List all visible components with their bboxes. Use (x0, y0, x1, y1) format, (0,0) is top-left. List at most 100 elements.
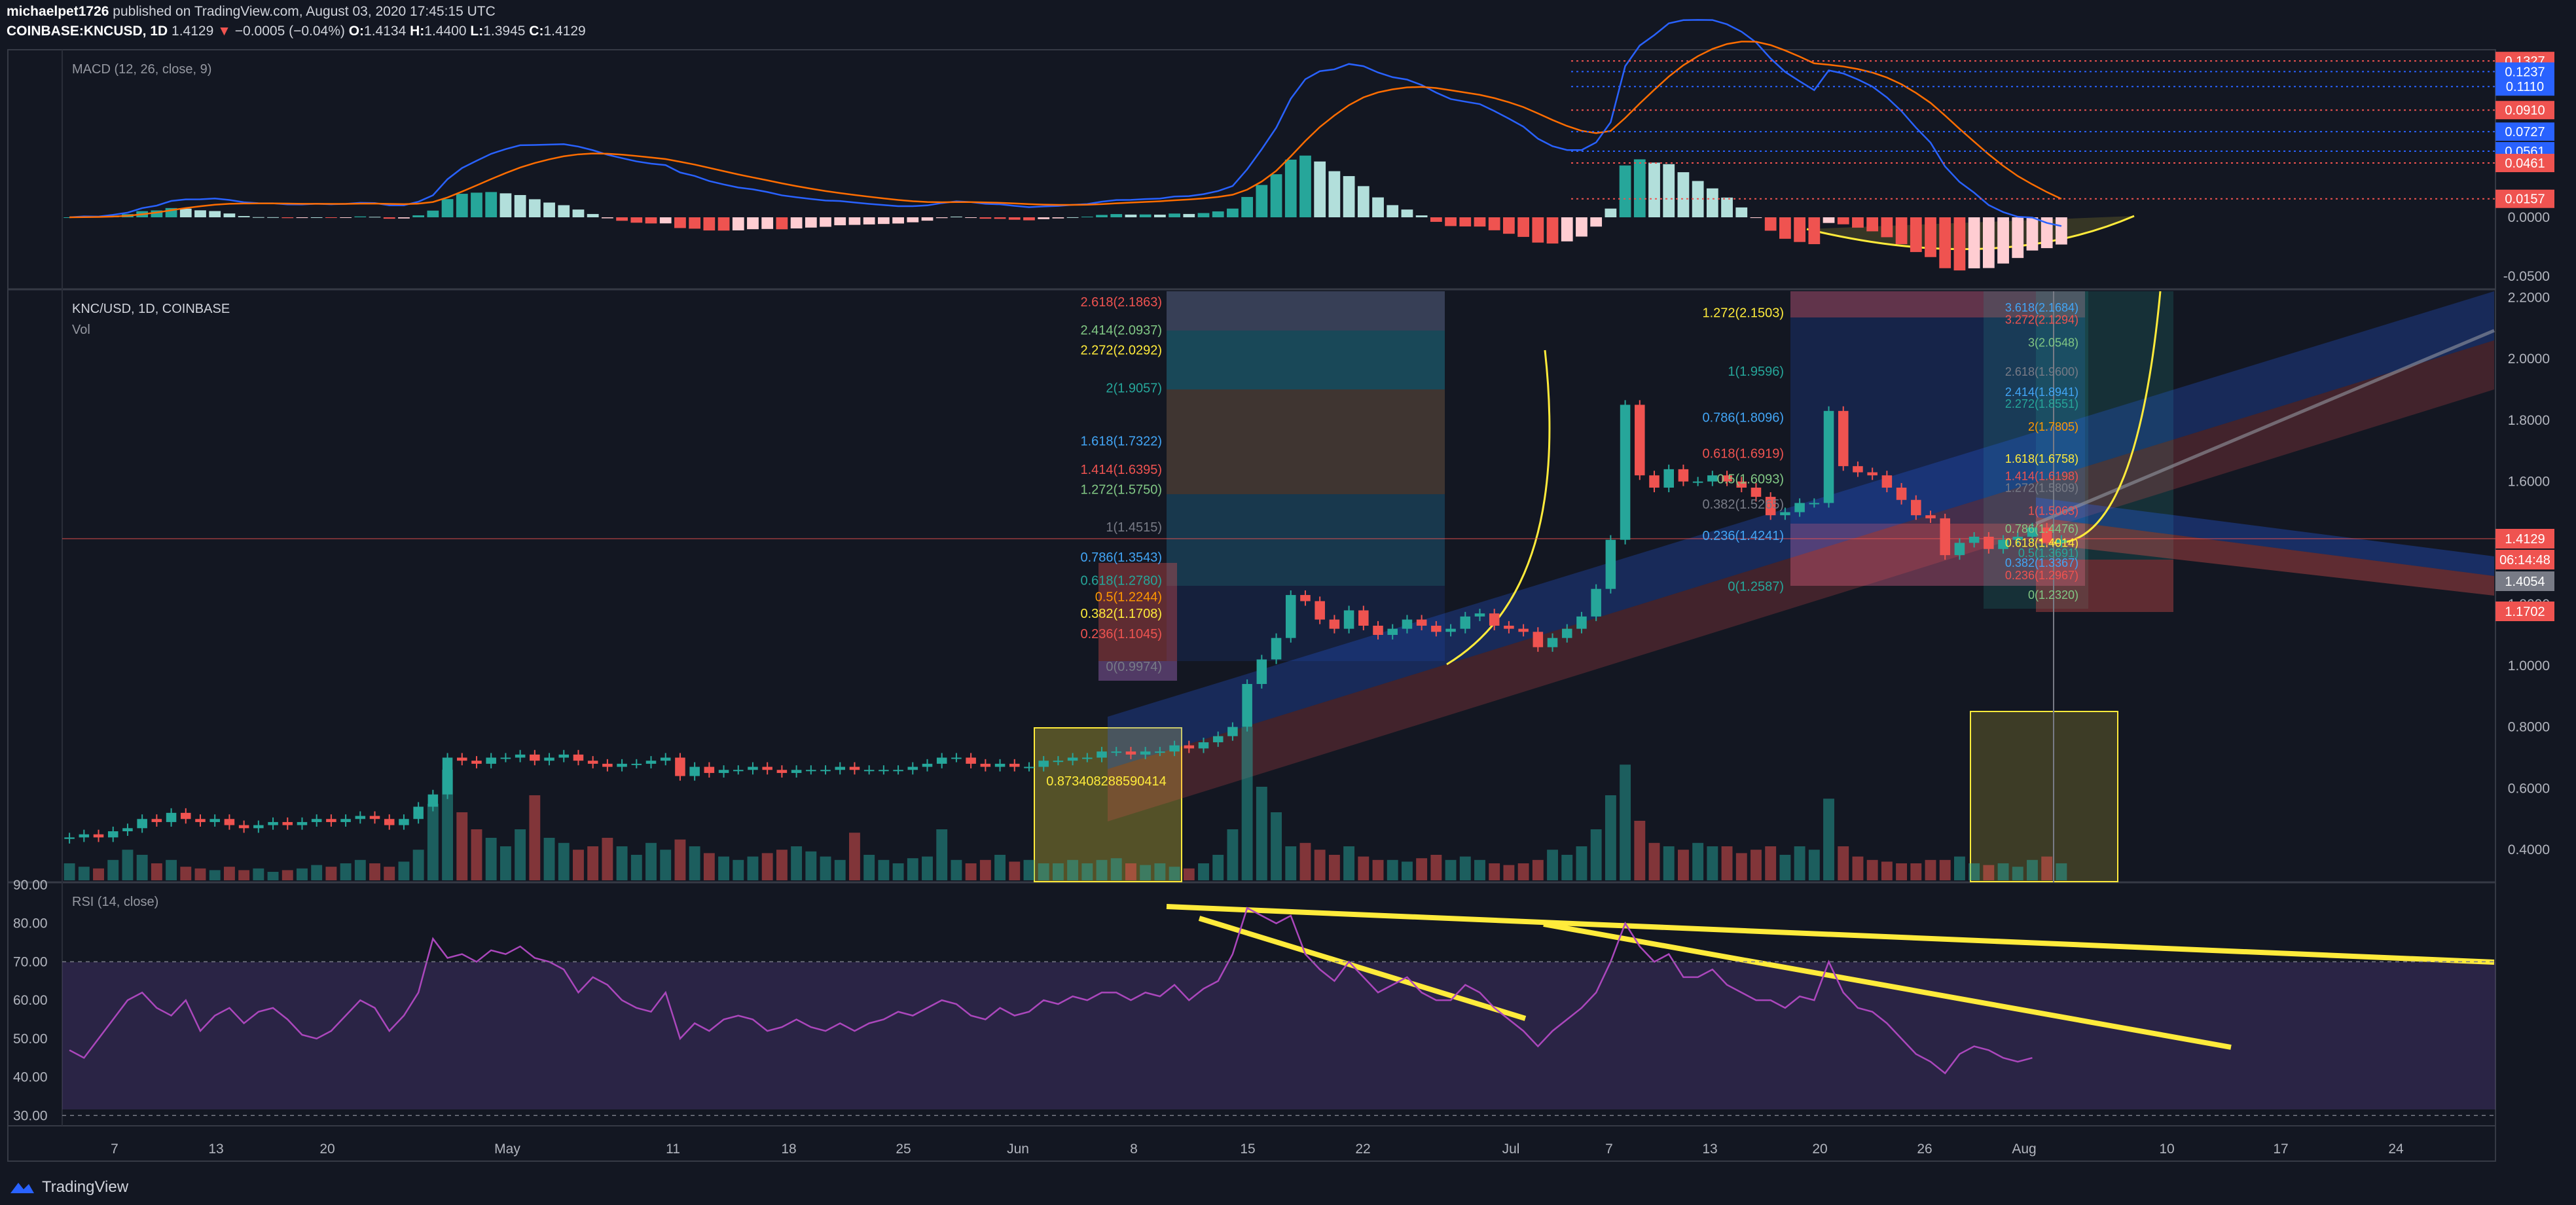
tradingview-logo[interactable]: TradingView (9, 1178, 128, 1196)
fib-level-label: 0.5(1.3691) (2018, 547, 2078, 560)
candle (1198, 742, 1209, 749)
macd-histogram-bar (1372, 197, 1384, 217)
macd-histogram-bar (1459, 217, 1472, 226)
volume-bar (1707, 846, 1718, 880)
candle (515, 754, 526, 758)
candle (1038, 761, 1049, 767)
price-tick-label: 1.8000 (2508, 413, 2550, 428)
volume-bar (1372, 859, 1384, 880)
fib-level-label: 0.236(1.4241) (1702, 529, 1784, 543)
macd-histogram-bar (703, 217, 716, 231)
volume-bar (412, 850, 424, 880)
macd-histogram-bar (1328, 171, 1341, 217)
candle (282, 821, 293, 825)
low-label: L: (470, 24, 484, 39)
rsi-tick-label: 80.00 (13, 916, 48, 931)
macd-histogram-bar (1052, 217, 1064, 219)
volume-bar (2027, 859, 2038, 880)
macd-histogram-bar (2012, 217, 2024, 259)
author-name[interactable]: michaelpet1726 (7, 4, 109, 19)
fib-level-label: 2(1.7805) (2028, 420, 2078, 433)
fib-level-label: 2.414(2.0937) (1080, 323, 1162, 338)
volume-bar (1023, 859, 1035, 880)
publish-info: michaelpet1726 published on TradingView.… (7, 4, 496, 20)
chart-canvas[interactable]: 2.618(2.1863) 2.414(2.0937) 2.272(2.0292) 2… (0, 0, 2576, 1170)
fib-level-label: 0.786(1.3543) (1080, 550, 1162, 565)
candle (1358, 610, 1369, 626)
macd-value-text: 0.0157 (2505, 192, 2545, 207)
volume-bar (1285, 846, 1297, 880)
fib-level-label: 0.786(1.8096) (1702, 410, 1784, 425)
price-pane[interactable] (64, 400, 2067, 844)
candle (355, 816, 366, 819)
fib-level-label: 0(1.2587) (1728, 580, 1784, 594)
candle (1722, 475, 1732, 482)
candle (1823, 410, 1834, 503)
candle (326, 819, 336, 822)
fib-level-label: 0.618(1.4014) (2005, 537, 2078, 550)
volume-bar (1052, 863, 1064, 880)
volume-bar (1271, 812, 1282, 880)
macd-histogram-bar (1663, 164, 1675, 217)
volume-bar (180, 867, 192, 880)
x-tick-label: 7 (111, 1142, 118, 1157)
candle (1416, 619, 1427, 626)
fib-level-label: 0.382(1.5265) (1702, 497, 1784, 512)
volume-bar (63, 863, 75, 880)
macd-value-tag (2495, 122, 2554, 141)
macd-histogram-bar (1241, 196, 1254, 217)
macd-histogram-bar (1561, 217, 1573, 242)
macd-histogram-bar (1532, 217, 1544, 243)
channel-lower (1108, 340, 2494, 821)
x-tick-label: May (494, 1142, 520, 1157)
macd-histogram-bar (805, 217, 817, 228)
macd-value-text: 0.0910 (2505, 103, 2545, 118)
x-tick-label: 17 (2273, 1142, 2288, 1157)
volume-bar (1140, 865, 1152, 880)
candle (1067, 757, 1078, 761)
fib-level-label: 3(2.0548) (2028, 336, 2078, 349)
candle (849, 766, 860, 770)
macd-histogram-bar (587, 213, 599, 217)
macd-histogram-bar (863, 217, 875, 225)
high-label: H: (410, 24, 425, 39)
macd-histogram-bar (252, 217, 264, 218)
candle (471, 761, 482, 764)
macd-histogram-bar (1343, 176, 1355, 217)
price-tick-label: 1.6000 (2508, 475, 2550, 490)
macd-histogram-bar (1808, 217, 1821, 245)
fib-level-label: 0.786(1.4476) (2005, 522, 2078, 535)
candle (907, 766, 918, 770)
macd-histogram-bar (1023, 217, 1035, 221)
macd-histogram-bar (1008, 217, 1021, 220)
published-text: published on TradingView.com, August 03,… (113, 4, 496, 19)
price-label-tag (2495, 529, 2554, 549)
macd-histogram-bar (267, 217, 279, 218)
volume-bar (398, 861, 410, 880)
candle (1896, 488, 1907, 500)
volume-bar (1576, 846, 1587, 880)
candle (1489, 613, 1500, 626)
volume-bar (1387, 859, 1398, 880)
macd-histogram-bar (645, 217, 657, 224)
price-tick-label: 1.0000 (2508, 658, 2550, 674)
fib-level-label: 1(1.4515) (1106, 520, 1162, 535)
brand-text: TradingView (42, 1178, 129, 1196)
fib-level-label: 0.236(1.1045) (1080, 627, 1162, 641)
candle (1315, 601, 1325, 620)
macd-histogram-bar (1415, 215, 1428, 217)
candle (573, 754, 584, 761)
macd-histogram-bar (1256, 185, 1268, 217)
volume-bar (122, 850, 134, 880)
rsi-pane[interactable] (69, 907, 2033, 1075)
candle (209, 819, 220, 822)
close-value: 1.4129 (543, 24, 586, 39)
volume-bar (515, 829, 526, 880)
volume-bar (1256, 787, 1267, 880)
candle (1474, 613, 1485, 617)
macd-histogram-bar (1110, 214, 1123, 217)
symbol-label[interactable]: COINBASE:KNCUSD, 1D (7, 24, 168, 39)
volume-bar (558, 842, 570, 880)
macd-pane[interactable] (63, 19, 2067, 271)
macd-histogram-bar (717, 217, 730, 231)
